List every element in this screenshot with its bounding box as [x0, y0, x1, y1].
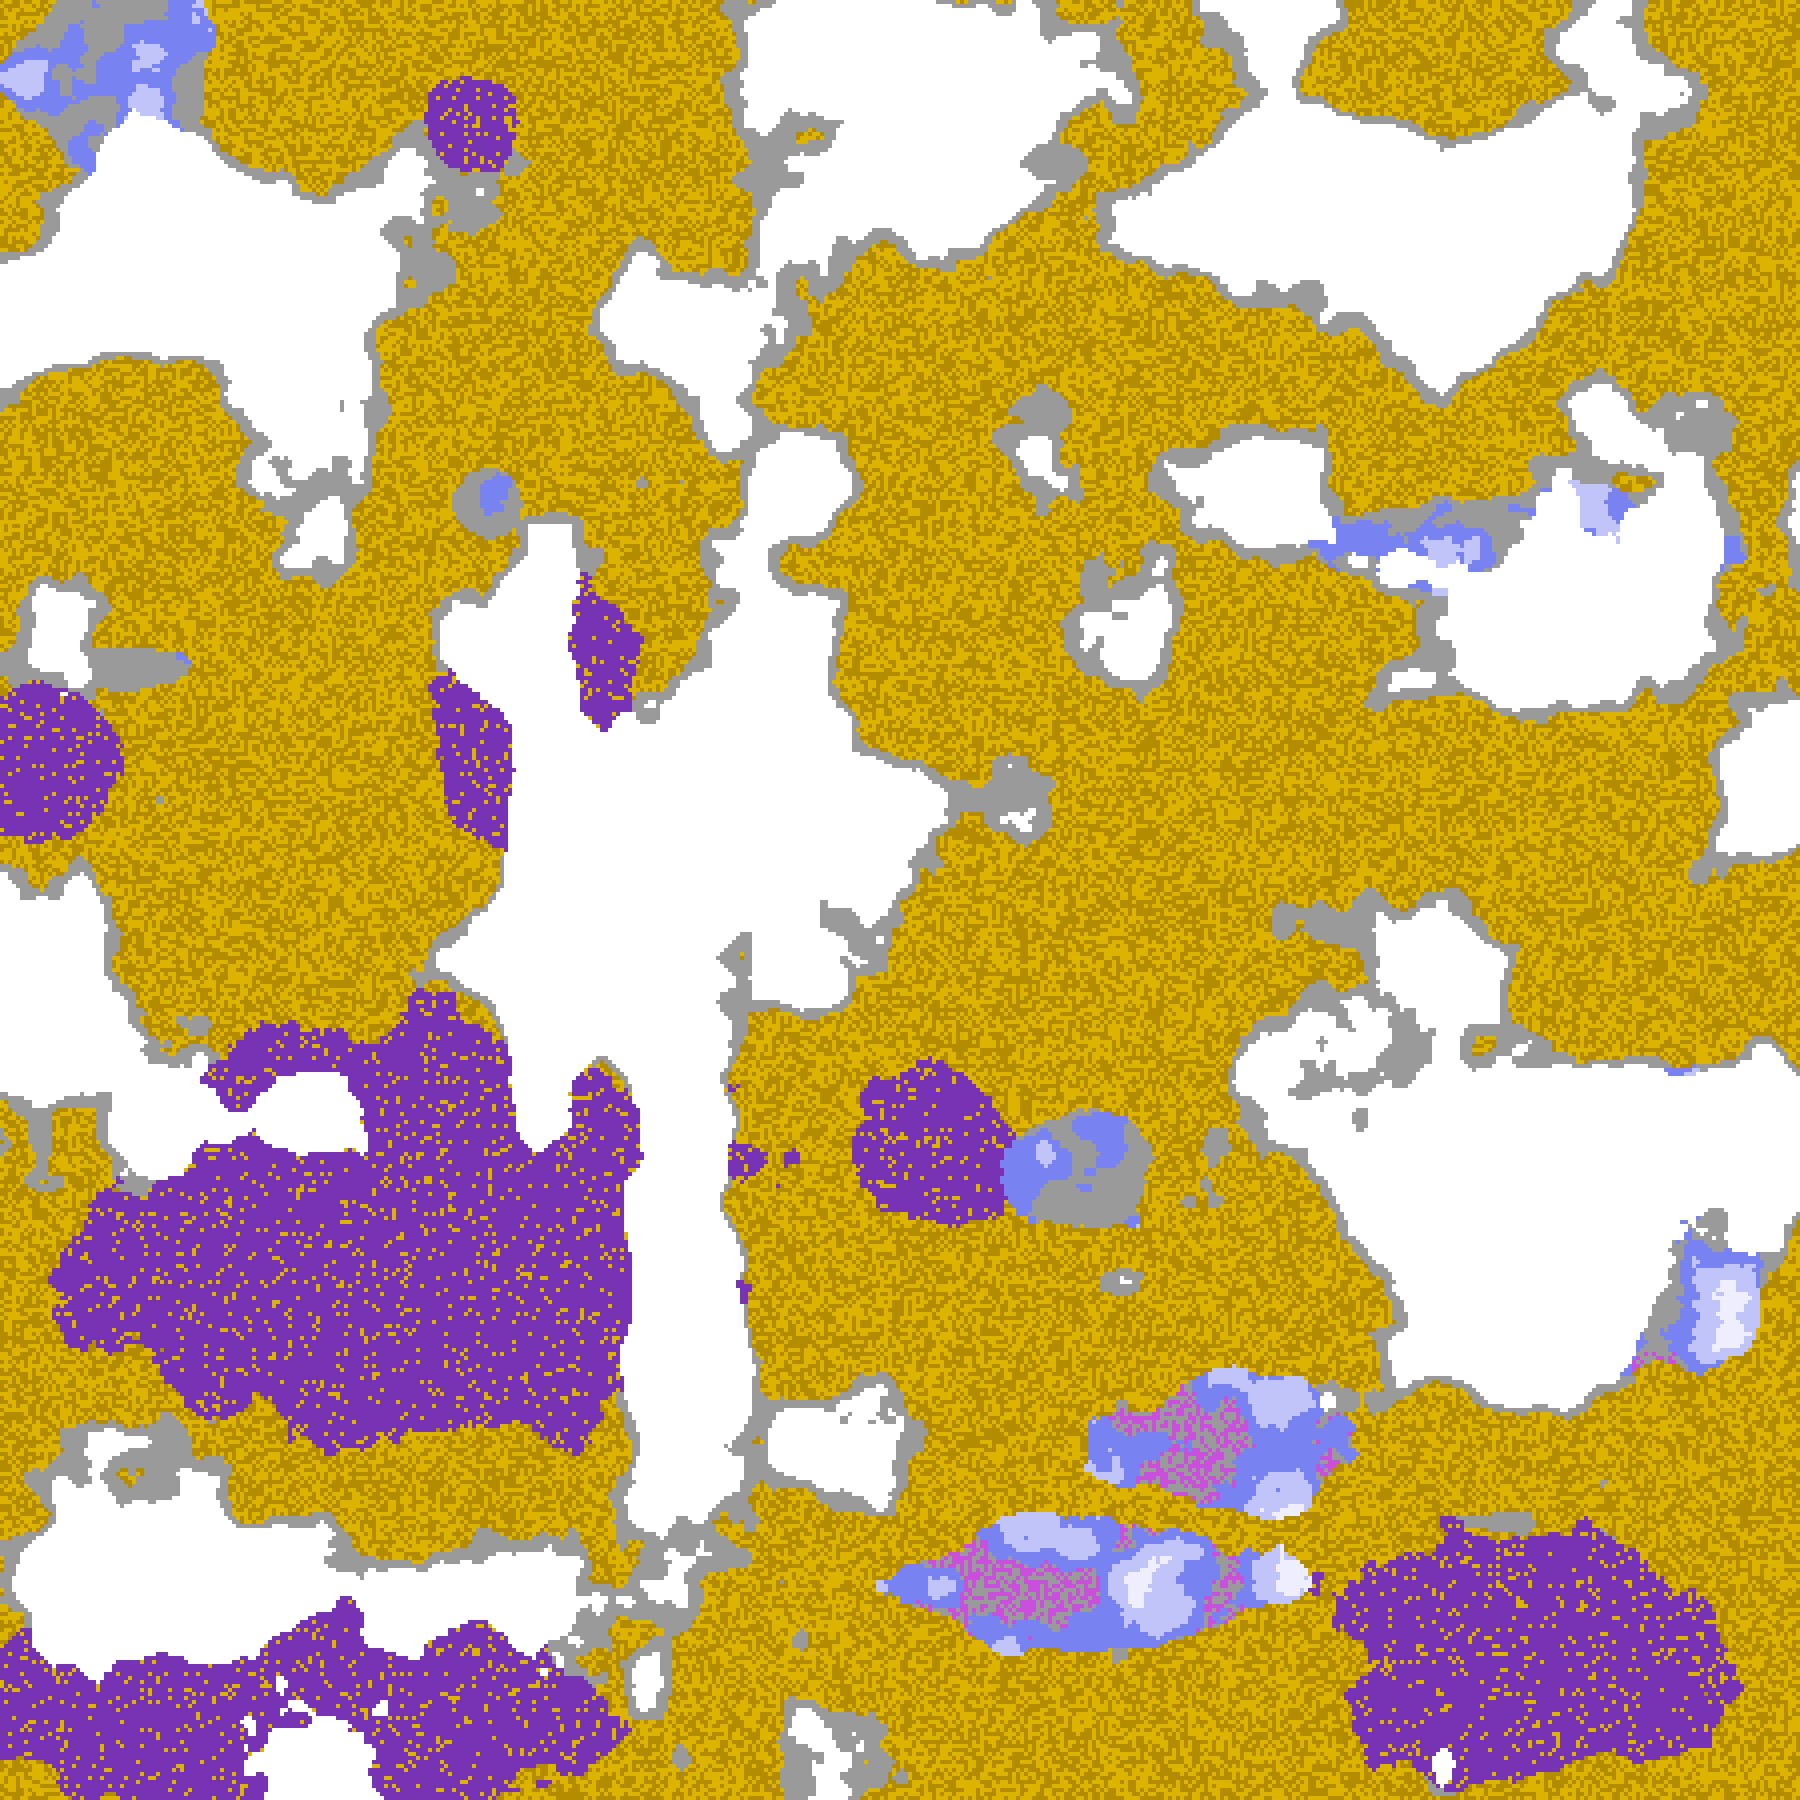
cloud-classification-map — [0, 0, 1800, 1800]
map-view — [0, 0, 1800, 1800]
